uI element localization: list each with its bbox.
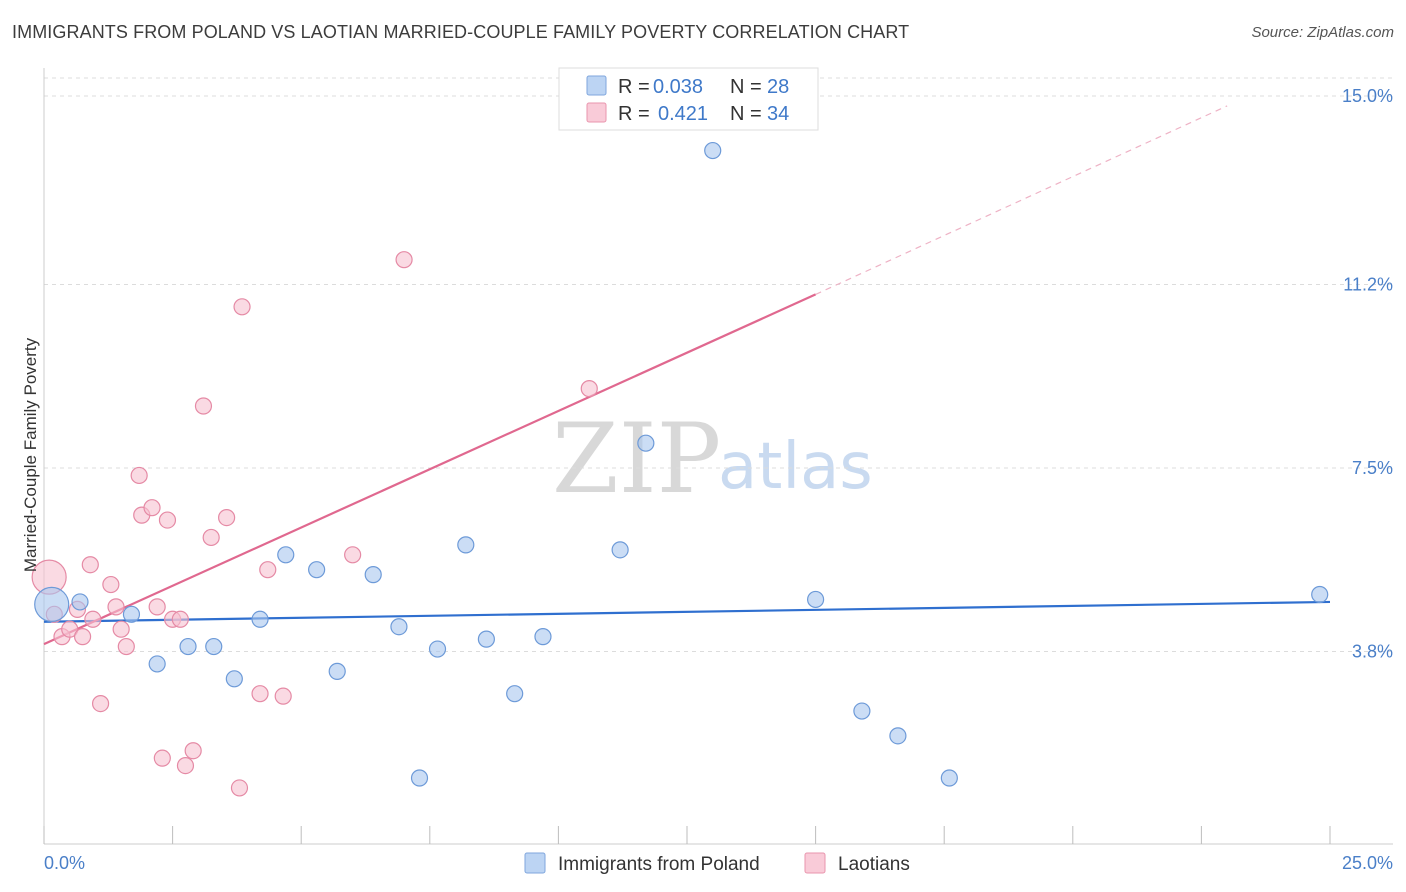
bottom-legend-label-laotians: Laotians [838, 854, 910, 875]
y-axis-label: Married-Couple Family Poverty [21, 337, 40, 572]
point-laotians [218, 508, 236, 527]
legend-r-value-laotians: 0.421 [658, 103, 708, 125]
point-poland [704, 141, 722, 160]
watermark: ZIP atlas [552, 403, 873, 515]
point-laotians [259, 561, 277, 579]
point-poland [611, 541, 629, 559]
point-laotians [158, 511, 177, 529]
trend-line-poland [43, 600, 1331, 623]
legend-n-value-laotians: 34 [767, 103, 789, 125]
point-poland [428, 640, 447, 658]
y-tick-labels: 3.8% 7.5% 11.2% 15.0% [1342, 86, 1393, 662]
point-poland [506, 685, 524, 703]
point-poland [806, 590, 825, 609]
trend-lines [43, 105, 1331, 646]
point-poland [477, 630, 495, 648]
point-laotians [580, 380, 598, 398]
watermark-zip: ZIP [552, 403, 721, 515]
series-legend: Immigrants from Poland Laotians [524, 852, 910, 875]
point-laotians [112, 620, 130, 638]
point-laotians [84, 610, 102, 628]
bottom-legend-swatch-poland [524, 852, 546, 874]
point-poland [364, 566, 382, 584]
point-poland [308, 561, 326, 579]
point-laotians [148, 598, 166, 616]
chart-title: IMMIGRANTS FROM POLAND VS LAOTIAN MARRIE… [12, 22, 910, 42]
point-laotians [274, 687, 292, 705]
point-poland [390, 618, 408, 636]
trend-line-extension-laotians [815, 105, 1228, 295]
point-laotians [117, 637, 135, 656]
point-poland [122, 605, 141, 623]
point-poland [71, 593, 89, 611]
trend-line-laotians [43, 293, 817, 646]
stats-legend: R = 0.038 N = 28 R = 0.421 N = 34 [558, 67, 819, 131]
point-laotians [91, 694, 110, 713]
point-laotians [233, 298, 251, 316]
point-poland [637, 434, 655, 452]
point-laotians [107, 598, 125, 616]
point-laotians [194, 397, 213, 415]
point-poland [457, 536, 475, 554]
y-tick-label: 3.8% [1352, 642, 1393, 662]
point-poland [277, 546, 295, 564]
point-poland [179, 637, 197, 656]
point-poland [410, 769, 429, 787]
watermark-atlas: atlas [718, 430, 873, 504]
point-poland [148, 655, 166, 673]
point-poland [34, 586, 70, 623]
point-laotians [202, 528, 220, 547]
point-poland [328, 662, 346, 680]
point-laotians [130, 466, 148, 485]
point-laotians [344, 546, 362, 564]
point-poland [853, 702, 871, 720]
source-credit: Source: ZipAtlas.com [1251, 24, 1394, 41]
x-tick-label-max: 25.0% [1342, 853, 1393, 873]
x-tick-label-min: 0.0% [44, 853, 85, 873]
point-laotians [73, 628, 92, 646]
point-laotians [61, 620, 79, 638]
point-laotians [230, 779, 249, 797]
point-poland [889, 727, 907, 745]
point-laotians [102, 575, 120, 594]
legend-swatch-laotians [586, 102, 607, 123]
point-laotians [81, 556, 99, 574]
point-poland [534, 628, 552, 646]
legend-n-label-poland: N = [730, 76, 762, 98]
axes [43, 68, 1393, 845]
legend-r-label-laotians: R = [618, 103, 650, 125]
y-tick-label: 7.5% [1352, 458, 1393, 478]
bottom-legend-swatch-laotians [804, 852, 826, 874]
point-laotians [395, 251, 413, 269]
point-laotians [184, 742, 202, 760]
point-laotians [176, 756, 195, 775]
y-tick-label: 15.0% [1342, 86, 1393, 106]
bottom-legend-label-poland: Immigrants from Poland [558, 854, 760, 875]
point-laotians [143, 499, 161, 517]
data-points [31, 141, 1329, 797]
point-poland [940, 769, 958, 787]
point-laotians [251, 685, 269, 703]
gridlines [44, 77, 1393, 653]
legend-r-label-poland: R = [618, 76, 650, 98]
y-tick-label: 11.2% [1343, 274, 1393, 294]
legend-n-value-poland: 28 [767, 76, 789, 98]
legend-swatch-poland [586, 75, 607, 96]
point-poland [205, 637, 223, 656]
point-laotians [153, 749, 171, 767]
legend-r-value-poland: 0.038 [653, 76, 703, 98]
point-poland [225, 670, 243, 688]
legend-n-label-laotians: N = [730, 103, 762, 125]
point-laotians [171, 610, 189, 628]
point-poland [251, 610, 269, 628]
point-poland [1311, 585, 1329, 604]
